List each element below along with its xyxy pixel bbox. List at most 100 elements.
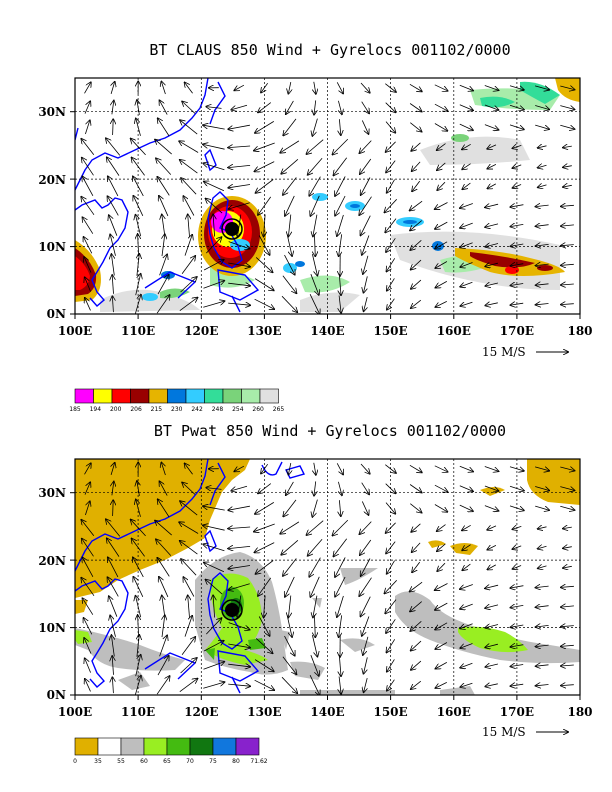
wind-vector (256, 179, 274, 193)
wind-vector (435, 261, 448, 269)
wind-vector (409, 484, 422, 493)
wind-vector (84, 257, 92, 273)
colorbar-label: 248 (212, 406, 224, 413)
wind-vector (511, 665, 524, 667)
wind-vector (82, 558, 94, 577)
wind-vector (284, 254, 295, 275)
wind-vector (108, 557, 119, 578)
colorbar-swatch (212, 737, 237, 756)
wind-vector (409, 464, 422, 472)
wind-vector (462, 163, 471, 170)
wind-vector (156, 676, 170, 695)
wind-vector (313, 214, 318, 237)
wind-vector (513, 566, 522, 569)
wind-vector (460, 222, 473, 228)
wind-vector (485, 224, 499, 227)
wind-vector (462, 544, 471, 551)
wind-vector (161, 463, 165, 476)
wind-vector (511, 264, 524, 266)
wind-vector (309, 176, 321, 196)
wind-vector (181, 178, 197, 195)
wind-vector (538, 566, 547, 569)
wind-vector (156, 295, 170, 314)
wind-vector (338, 481, 342, 495)
wind-vector (411, 523, 421, 532)
wind-vector (435, 642, 448, 650)
wind-vector (339, 500, 340, 516)
wind-vector (484, 85, 499, 91)
wind-vector (336, 82, 343, 93)
wind-vector (179, 298, 198, 312)
wind-vector (513, 526, 522, 529)
wind-vector (84, 237, 93, 254)
wind-vector (231, 485, 248, 490)
wind-vector (158, 118, 170, 137)
wind-vector (159, 636, 168, 657)
wind-vector (112, 677, 113, 694)
wind-vector (410, 581, 423, 591)
wind-vector (314, 462, 316, 475)
wind-vector (511, 303, 524, 305)
bottom-colorbar: 0 35 55 60 65 70 75 80 71.62 (73, 737, 268, 765)
wind-vector (411, 279, 422, 289)
wind-vector (509, 104, 524, 109)
wind-vector (509, 85, 524, 90)
top-lon-label: 110E (121, 324, 155, 338)
wind-vector (561, 284, 574, 285)
wind-vector (136, 596, 142, 618)
wind-vector (510, 586, 524, 588)
wind-vector (254, 142, 275, 151)
wind-vector (185, 83, 193, 94)
wind-vector (110, 235, 116, 256)
colorbar-swatch (166, 737, 191, 756)
wind-vector (286, 481, 294, 495)
wind-vector (84, 638, 92, 654)
wind-vector (386, 541, 396, 554)
wind-vector (485, 303, 498, 306)
wind-vector (460, 683, 473, 687)
wind-vector (228, 505, 250, 510)
wind-vector (309, 675, 320, 695)
colorbar-label: 254 (232, 406, 244, 413)
colorbar-swatch (167, 388, 187, 404)
wind-vector (203, 662, 225, 670)
wind-vector (485, 684, 498, 687)
wind-vector (412, 542, 421, 552)
wind-vector (137, 254, 139, 276)
wind-vector (536, 586, 549, 588)
wind-vector (229, 583, 250, 590)
wind-vector (228, 283, 250, 286)
wind-vector (181, 637, 195, 655)
wind-vector (462, 563, 471, 570)
wind-vector (510, 224, 524, 226)
wind-vector (308, 538, 323, 556)
wind-vector (179, 679, 198, 693)
wind-vector (283, 177, 297, 195)
colorbar-label: 70 (186, 758, 194, 765)
wind-vector (509, 505, 524, 511)
wind-vector (460, 262, 473, 268)
wind-vector (511, 244, 524, 246)
wind-vector (459, 504, 473, 511)
top-map-area (75, 78, 580, 314)
wind-vector (535, 505, 549, 510)
top-lon-label: 150E (373, 324, 407, 338)
wind-vector (334, 157, 348, 176)
wind-vector (280, 140, 300, 153)
wind-vector (228, 546, 251, 548)
wind-vector (560, 86, 574, 90)
wind-vector (161, 82, 165, 95)
wind-vector (81, 520, 95, 537)
wind-vector (536, 645, 549, 647)
colorbar-label: 200 (110, 406, 122, 413)
top-lon-label: 130E (247, 324, 281, 338)
top-lon-label: 140E (310, 324, 344, 338)
wind-vector (188, 215, 190, 237)
wind-vector (228, 664, 250, 667)
wind-vector (180, 120, 198, 135)
bottom-wind-scale: 15 M/S (482, 725, 568, 739)
wind-vector (536, 606, 549, 608)
wind-vector (488, 565, 496, 570)
wind-vector (535, 105, 549, 110)
wind-vector (113, 500, 114, 517)
